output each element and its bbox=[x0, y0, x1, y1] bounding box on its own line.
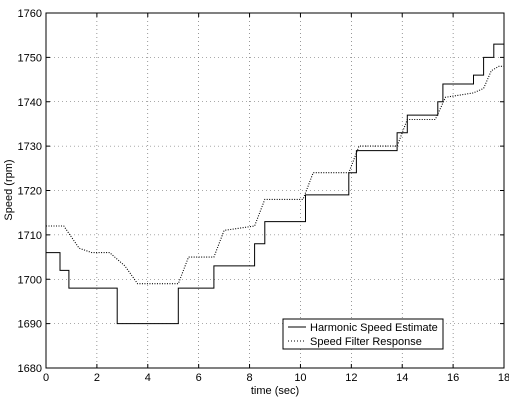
legend-label-harmonic-speed-estimate: Harmonic Speed Estimate bbox=[310, 322, 438, 334]
x-tick-label: 12 bbox=[345, 372, 357, 384]
series-layer bbox=[46, 43, 504, 325]
y-tick-label: 1710 bbox=[18, 230, 42, 242]
x-axis-label: time (sec) bbox=[251, 385, 299, 397]
x-tick-label: 16 bbox=[447, 372, 459, 384]
x-tick-label: 14 bbox=[396, 372, 408, 384]
x-tick-label: 6 bbox=[196, 372, 202, 384]
series-line-harmonic-speed-estimate bbox=[46, 43, 504, 325]
y-tick-label: 1730 bbox=[18, 141, 42, 153]
legend: Harmonic Speed Estimate Speed Filter Res… bbox=[282, 318, 444, 350]
y-tick-label: 1680 bbox=[18, 363, 42, 375]
y-axis-label: Speed (rpm) bbox=[3, 159, 15, 220]
x-tick-label: 4 bbox=[145, 372, 151, 384]
y-tick-label: 1700 bbox=[18, 274, 42, 286]
x-tick-label: 10 bbox=[294, 372, 306, 384]
legend-box bbox=[282, 318, 444, 350]
x-tick-label: 0 bbox=[43, 372, 49, 384]
x-tick-label: 2 bbox=[94, 372, 100, 384]
y-tick-label: 1750 bbox=[18, 52, 42, 64]
x-tick-label: 8 bbox=[246, 372, 252, 384]
ticks: 0 2 4 6 8 10 12 14 16 18 1680 1690 1700 1710 1720 1730 1… bbox=[18, 8, 509, 384]
y-tick-label: 1690 bbox=[18, 319, 42, 331]
y-tick-label: 1760 bbox=[18, 8, 42, 20]
y-tick-label: 1740 bbox=[18, 97, 42, 109]
y-tick-label: 1720 bbox=[18, 186, 42, 198]
legend-label-speed-filter-response: Speed Filter Response bbox=[310, 336, 422, 348]
x-tick-label: 18 bbox=[498, 372, 509, 384]
